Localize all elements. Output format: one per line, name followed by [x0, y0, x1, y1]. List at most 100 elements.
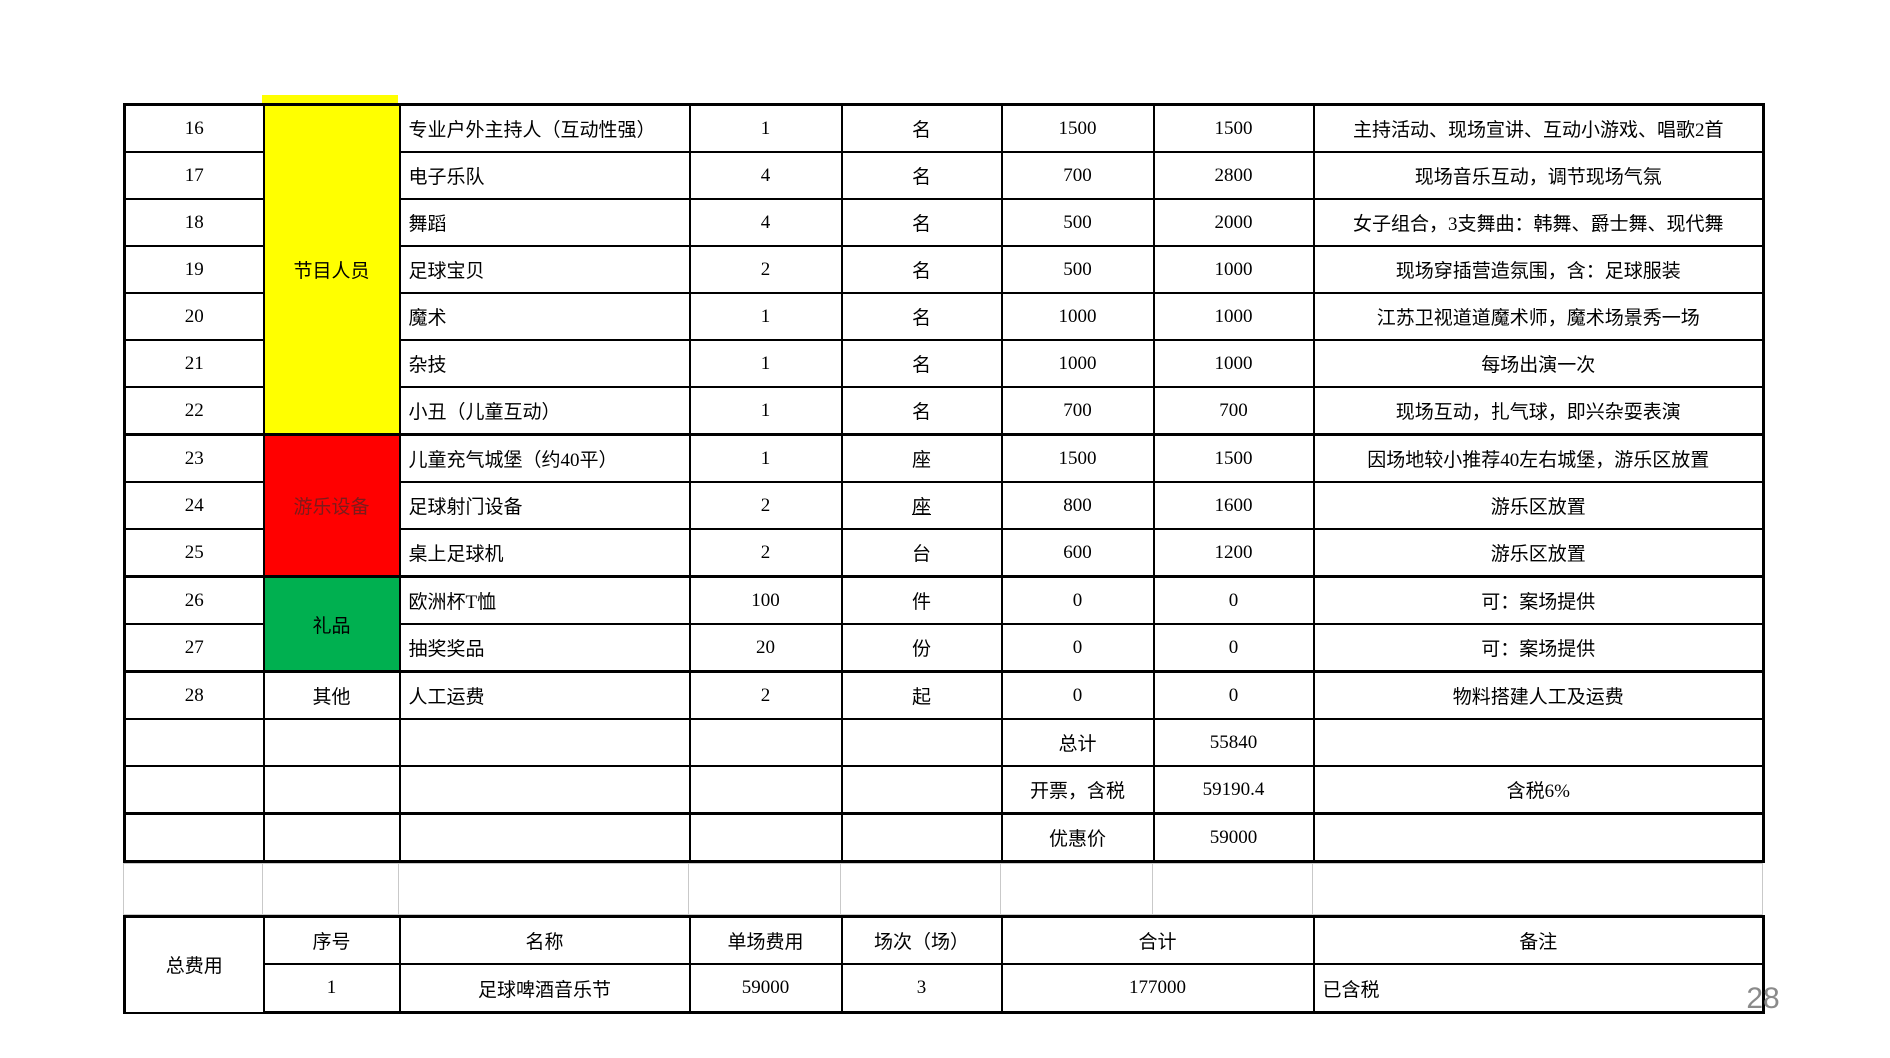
summary-value: 55840	[1152, 718, 1315, 767]
cell-remark: 可：案场提供	[1312, 575, 1765, 625]
cell-price: 0	[1000, 670, 1155, 720]
cell-row-no: 18	[123, 198, 265, 247]
cell-empty	[688, 765, 843, 815]
cell-qty: 100	[688, 575, 843, 625]
cell-empty	[262, 718, 401, 767]
total-group-label: 总费用	[123, 915, 265, 1014]
cell-empty	[688, 812, 843, 863]
cell-remark: 每场出演一次	[1312, 339, 1765, 388]
header-no: 序号	[262, 915, 401, 965]
cost-breakdown-table: 16 节目人员 专业户外主持人（互动性强） 1 名 1500 1500 主持活动…	[123, 103, 1765, 863]
cell-subtotal: 0	[1152, 623, 1315, 673]
summary-value: 59190.4	[1152, 765, 1315, 815]
cell-subtotal: 1500	[1152, 433, 1315, 483]
cell-qty: 1	[688, 386, 843, 436]
separator-cell	[1000, 863, 1153, 915]
cell-unit: 名	[840, 198, 1003, 247]
cell-subtotal: 1000	[1152, 245, 1315, 294]
cell-qty: 2	[688, 528, 843, 578]
summary-row-invoice: 开票，含税 59190.4 含税6%	[123, 765, 1765, 815]
separator-cell	[840, 863, 1001, 915]
cell-row-no: 28	[123, 670, 265, 720]
cell-empty	[840, 765, 1003, 815]
separator-grid-row	[123, 863, 1763, 915]
summary-remark	[1312, 812, 1765, 863]
cell-empty	[262, 765, 401, 815]
cell-item: 足球宝贝	[398, 245, 691, 294]
header-remark: 备注	[1312, 915, 1766, 965]
total-table-header-row: 总费用 序号 名称 单场费用 场次（场） 合计 备注	[123, 915, 1766, 1014]
total-table-data-row: 1 足球啤酒音乐节 59000 3 177000 已含税	[125, 963, 1766, 1014]
cell-price: 1000	[1000, 339, 1155, 388]
category-cell-other: 其他	[262, 670, 401, 720]
cell-price: 600	[1000, 528, 1155, 578]
cell-remark: 现场音乐互动，调节现场气氛	[1312, 151, 1765, 200]
cell-unit: 名	[840, 339, 1003, 388]
table-row: 24 足球射门设备 2 座 800 1600 游乐区放置	[123, 481, 1765, 530]
cell-remark: 游乐区放置	[1312, 481, 1765, 530]
cell-remark: 江苏卫视道道魔术师，魔术场景秀一场	[1312, 292, 1765, 341]
cell-empty	[398, 812, 691, 863]
total-cell-total: 177000	[1000, 963, 1315, 1014]
cell-qty: 2	[688, 481, 843, 530]
cell-empty	[840, 718, 1003, 767]
cell-price: 0	[1000, 623, 1155, 673]
cell-unit: 名	[840, 245, 1003, 294]
page-number: 28	[1746, 982, 1780, 1015]
cell-price: 1500	[1000, 103, 1155, 153]
table-row: 27 抽奖奖品 20 份 0 0 可：案场提供	[123, 623, 1765, 673]
cell-unit: 座	[840, 481, 1003, 530]
cell-item: 欧洲杯T恤	[398, 575, 691, 625]
cell-empty	[840, 812, 1003, 863]
cell-unit: 起	[840, 670, 1003, 720]
cell-row-no: 26	[123, 575, 265, 625]
summary-value: 59000	[1152, 812, 1315, 863]
cell-row-no: 21	[123, 339, 265, 388]
cell-remark: 游乐区放置	[1312, 528, 1765, 578]
cell-unit: 名	[840, 292, 1003, 341]
separator-cell	[398, 863, 689, 915]
cell-qty: 1	[688, 103, 843, 153]
cell-remark: 因场地较小推荐40左右城堡，游乐区放置	[1312, 433, 1765, 483]
budget-sheet: 16 节目人员 专业户外主持人（互动性强） 1 名 1500 1500 主持活动…	[123, 95, 1766, 1014]
header-total: 合计	[1000, 915, 1315, 965]
cell-subtotal: 1000	[1152, 339, 1315, 388]
cell-unit: 台	[840, 528, 1003, 578]
summary-remark: 含税6%	[1312, 765, 1765, 815]
cell-qty: 2	[688, 670, 843, 720]
category-cell-amusement: 游乐设备	[262, 433, 401, 578]
table-row: 20 魔术 1 名 1000 1000 江苏卫视道道魔术师，魔术场景秀一场	[123, 292, 1765, 341]
cell-unit: 名	[840, 386, 1003, 436]
cell-row-no: 23	[123, 433, 265, 483]
cell-price: 0	[1000, 575, 1155, 625]
cell-subtotal: 0	[1152, 670, 1315, 720]
cell-qty: 1	[688, 339, 843, 388]
summary-label: 优惠价	[1000, 812, 1155, 863]
cell-item: 儿童充气城堡（约40平）	[398, 433, 691, 483]
cell-empty	[262, 812, 401, 863]
table-row: 22 小丑（儿童互动） 1 名 700 700 现场互动，扎气球，即兴杂耍表演	[123, 386, 1765, 436]
cell-row-no: 17	[123, 151, 265, 200]
cell-row-no: 25	[123, 528, 265, 578]
cell-unit: 份	[840, 623, 1003, 673]
cell-item: 足球射门设备	[398, 481, 691, 530]
separator-cell	[123, 863, 263, 915]
cell-row-no: 22	[123, 386, 265, 436]
cell-qty: 20	[688, 623, 843, 673]
cell-item: 杂技	[398, 339, 691, 388]
table-row: 19 足球宝贝 2 名 500 1000 现场穿插营造氛围，含：足球服装	[123, 245, 1765, 294]
cell-item: 魔术	[398, 292, 691, 341]
category-cell-gifts: 礼品	[262, 575, 401, 673]
cell-price: 500	[1000, 245, 1155, 294]
summary-label: 总计	[1000, 718, 1155, 767]
cell-qty: 4	[688, 151, 843, 200]
cell-qty: 4	[688, 198, 843, 247]
cell-price: 1000	[1000, 292, 1155, 341]
cell-item: 专业户外主持人（互动性强）	[398, 103, 691, 153]
cell-qty: 1	[688, 292, 843, 341]
table-row: 23 游乐设备 儿童充气城堡（约40平） 1 座 1500 1500 因场地较小…	[123, 433, 1765, 578]
cell-subtotal: 0	[1152, 575, 1315, 625]
separator-row	[123, 863, 1763, 915]
table-row: 25 桌上足球机 2 台 600 1200 游乐区放置	[123, 528, 1765, 578]
cell-subtotal: 1600	[1152, 481, 1315, 530]
